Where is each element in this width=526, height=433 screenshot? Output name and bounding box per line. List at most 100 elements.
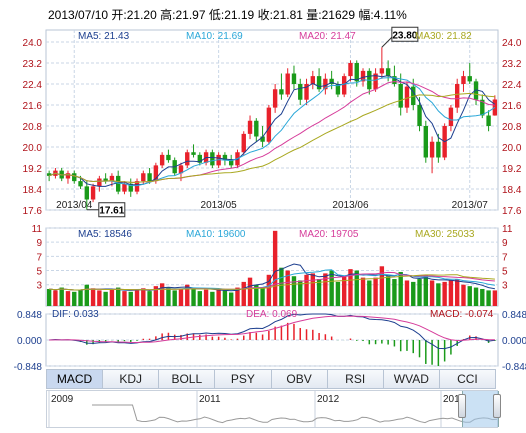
- volume-tick-left: 5: [36, 267, 42, 278]
- volume-bar: [461, 284, 466, 306]
- candle-body: [260, 136, 265, 142]
- candle-body: [122, 183, 127, 192]
- candle-body: [385, 68, 391, 77]
- candle-body: [72, 173, 77, 182]
- high-label: 高:: [160, 8, 176, 22]
- volume-bar: [367, 280, 372, 306]
- volume-bar: [153, 286, 159, 306]
- volume-bar: [473, 287, 479, 306]
- volume-bar: [373, 277, 378, 306]
- macd-dea-line: [49, 315, 495, 344]
- volume-bar: [122, 291, 127, 306]
- candle-body: [429, 141, 435, 158]
- volume-bar: [480, 288, 485, 306]
- volume-bar: [442, 281, 447, 306]
- price-tick-right: 19.2: [502, 164, 522, 175]
- candle-body: [65, 173, 71, 179]
- candle-body: [272, 89, 278, 108]
- volume-bar: [492, 290, 498, 306]
- candle-body: [423, 126, 429, 158]
- volume-bar: [241, 281, 246, 306]
- candle-body: [103, 178, 108, 182]
- price-tick-right: 20.8: [502, 122, 522, 133]
- price-tick-right: 21.6: [502, 101, 522, 112]
- tab-cci[interactable]: CCI: [438, 369, 496, 389]
- volume-bar: [411, 281, 416, 306]
- low-value: 21.19: [224, 8, 255, 22]
- navigator-year-label: 201: [443, 394, 460, 405]
- min-label-box: [98, 202, 126, 218]
- price-tick-right: 24.0: [502, 38, 522, 49]
- price-ma20-line: [48, 80, 495, 183]
- range-right-handle[interactable]: [493, 394, 501, 418]
- candle-body: [454, 84, 460, 108]
- volume-bar: [228, 292, 234, 306]
- volume-bar: [429, 280, 435, 306]
- candle-body: [128, 183, 133, 192]
- quote-date: 2013/07/10: [48, 8, 109, 22]
- low-label: 低:: [208, 8, 225, 22]
- candle-body: [97, 178, 102, 187]
- tab-wvad[interactable]: WVAD: [382, 369, 439, 389]
- price-tick-left: 19.2: [23, 164, 43, 175]
- volume-bar: [323, 273, 328, 306]
- macd-tick-left: -0.848: [14, 362, 43, 373]
- tab-rsi[interactable]: RSI: [326, 369, 383, 389]
- tab-macd[interactable]: MACD: [46, 369, 103, 389]
- volume-bar: [486, 290, 491, 306]
- price-tick-left: 20.8: [23, 122, 43, 133]
- max-label-box: [391, 26, 419, 42]
- volume-bar: [53, 290, 58, 306]
- price-tick-left: 21.6: [23, 101, 43, 112]
- macd-dif-line: [49, 313, 495, 350]
- candle-body: [379, 68, 385, 74]
- tab-obv[interactable]: OBV: [270, 369, 327, 389]
- price-ma10-line: [48, 77, 496, 187]
- price-tick-left: 23.2: [23, 59, 43, 70]
- indicator-tabs: MACD KDJ BOLL PSY OBV RSI WVAD CCI: [46, 369, 496, 389]
- volume-bar: [298, 280, 303, 306]
- candle-body: [191, 152, 196, 155]
- price-tick-left: 17.6: [23, 206, 43, 217]
- volume-bar: [247, 277, 253, 306]
- candle-body: [266, 107, 272, 142]
- candle-body: [222, 154, 228, 161]
- candle-body: [178, 165, 184, 174]
- candle-body: [480, 99, 485, 116]
- tab-kdj[interactable]: KDJ: [102, 369, 159, 389]
- volume-bar: [266, 274, 272, 306]
- high-value: 21.97: [175, 8, 206, 22]
- volume-label: 量:: [306, 8, 322, 22]
- volume-bar: [90, 288, 96, 306]
- volume-bar: [304, 274, 309, 306]
- price-ma20-legend: MA20: 21.47: [299, 31, 356, 42]
- candle-body: [254, 120, 259, 137]
- tab-boll[interactable]: BOLL: [158, 369, 215, 389]
- volume-bar: [65, 291, 71, 306]
- price-x-label: 2013/06: [332, 200, 369, 211]
- volume-bar: [404, 280, 410, 306]
- candle-body: [285, 73, 290, 95]
- volume-bar: [172, 290, 177, 306]
- volume-ma20-legend: MA20: 19705: [299, 229, 359, 240]
- volume-tick-left: 7: [36, 252, 42, 263]
- navigator-year-label: 2011: [199, 394, 221, 405]
- range-left-handle[interactable]: [458, 394, 466, 418]
- candle-body: [486, 115, 491, 126]
- volume-bar: [385, 276, 391, 306]
- candle-body: [398, 84, 403, 108]
- price-tick-right: 20.0: [502, 143, 522, 154]
- candle-body: [153, 165, 159, 182]
- min-label: 17.61: [99, 206, 124, 217]
- range-navigator[interactable]: 2009 2011 2012 201: [46, 390, 498, 428]
- volume-bar: [235, 287, 240, 306]
- price-tick-right: 22.4: [502, 80, 522, 91]
- volume-bar: [398, 271, 403, 306]
- volume-bar: [216, 288, 221, 306]
- price-tick-left: 20.0: [23, 143, 43, 154]
- volume-bar: [417, 279, 422, 306]
- candle-body: [216, 154, 221, 166]
- volume-bar: [392, 279, 397, 306]
- tab-psy[interactable]: PSY: [214, 369, 271, 389]
